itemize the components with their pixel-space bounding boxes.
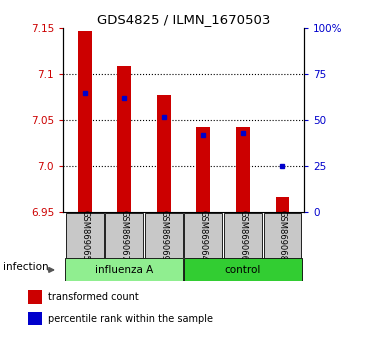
Bar [184, 258, 302, 281]
Bar [28, 312, 42, 325]
Bar [66, 213, 104, 258]
Title: GDS4825 / ILMN_1670503: GDS4825 / ILMN_1670503 [97, 13, 270, 26]
Text: control: control [225, 265, 261, 275]
Text: GSM869064: GSM869064 [199, 210, 208, 261]
Bar [263, 213, 302, 258]
Bar [118, 66, 131, 212]
Bar [105, 213, 143, 258]
Bar [145, 213, 183, 258]
Text: influenza A: influenza A [95, 265, 154, 275]
Text: GSM869068: GSM869068 [278, 210, 287, 261]
Text: GSM869066: GSM869066 [239, 210, 247, 261]
Bar [224, 213, 262, 258]
Text: transformed count: transformed count [48, 292, 139, 302]
Text: infection: infection [3, 262, 49, 272]
Bar [65, 258, 183, 281]
Bar [236, 127, 250, 212]
Bar [78, 31, 92, 212]
Bar [276, 197, 289, 212]
Bar [184, 213, 222, 258]
Text: GSM869065: GSM869065 [80, 210, 89, 261]
Text: percentile rank within the sample: percentile rank within the sample [48, 314, 213, 324]
Text: GSM869069: GSM869069 [160, 210, 168, 261]
Bar [197, 127, 210, 212]
Bar [157, 95, 171, 212]
Text: GSM869067: GSM869067 [120, 210, 129, 261]
Bar [28, 291, 42, 304]
